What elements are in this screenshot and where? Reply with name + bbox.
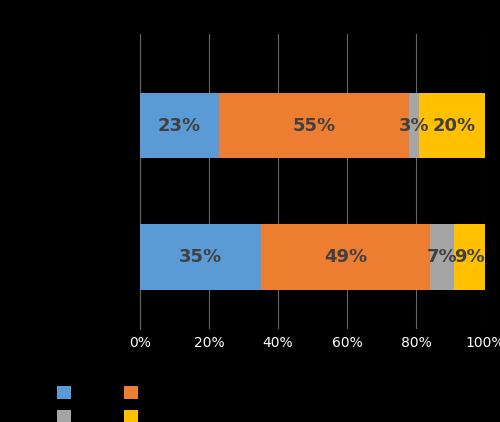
- Bar: [140, 224, 261, 290]
- Bar: [430, 224, 454, 290]
- Bar: [409, 93, 420, 159]
- Text: 23%: 23%: [158, 116, 201, 135]
- Text: 9%: 9%: [454, 248, 485, 266]
- Bar: [140, 93, 220, 159]
- Legend: , , , : , , ,: [57, 386, 142, 422]
- Text: 7%: 7%: [426, 248, 457, 266]
- Bar: [420, 93, 488, 159]
- Bar: [220, 93, 409, 159]
- Bar: [454, 224, 485, 290]
- Text: 49%: 49%: [324, 248, 367, 266]
- Text: 35%: 35%: [179, 248, 222, 266]
- Text: 55%: 55%: [292, 116, 336, 135]
- Bar: [261, 224, 430, 290]
- Text: 20%: 20%: [432, 116, 476, 135]
- Text: 3%: 3%: [399, 116, 430, 135]
